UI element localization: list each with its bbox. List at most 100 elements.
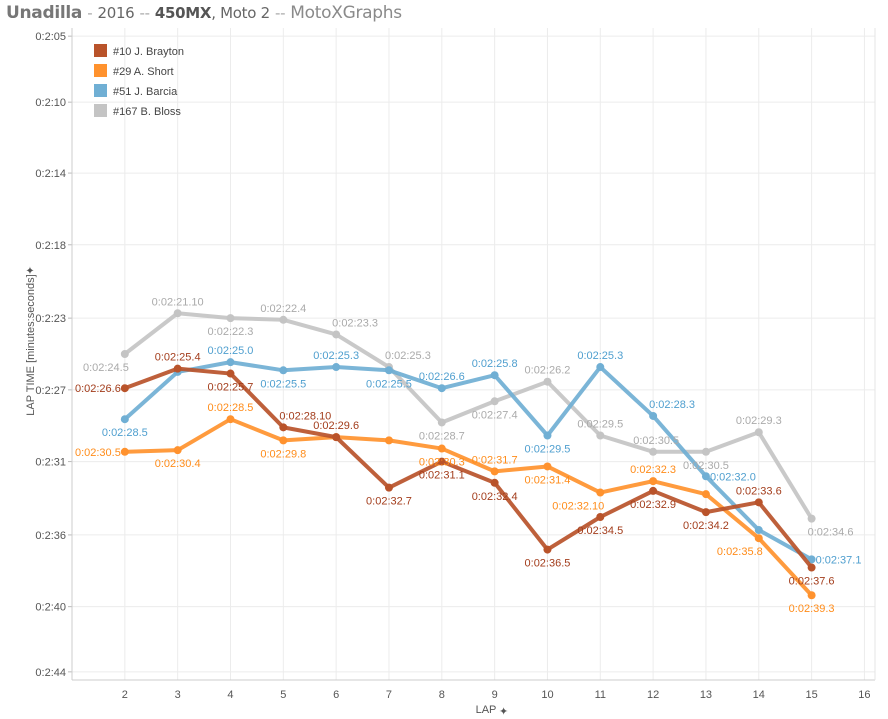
x-tick-label: 13	[700, 689, 712, 701]
data-label: 0:02:23.3	[332, 317, 378, 329]
data-point	[807, 563, 816, 572]
y-tick-label: 0:2:10	[35, 97, 66, 109]
data-label: 0:02:26.6	[75, 383, 121, 395]
data-point	[754, 428, 763, 437]
data-label: 0:02:25.5	[260, 378, 306, 390]
pin-icon: ✦	[25, 266, 37, 275]
data-label: 0:02:32.4	[472, 491, 518, 503]
data-label: 0:02:30.4	[155, 458, 201, 470]
data-label: 0:02:28.3	[649, 399, 695, 411]
x-tick-label: 14	[753, 689, 765, 701]
x-axis-label: LAP	[476, 704, 497, 716]
title-venue: Unadilla	[6, 3, 83, 23]
data-point	[226, 314, 235, 323]
data-point	[543, 462, 552, 471]
data-point	[807, 514, 816, 523]
data-point	[543, 377, 552, 386]
legend-swatch	[94, 84, 107, 97]
data-label: 0:02:27.4	[472, 409, 518, 421]
data-label: 0:02:32.0	[710, 471, 756, 483]
data-label: 0:02:36.5	[525, 558, 571, 570]
data-point	[754, 534, 763, 543]
data-point	[807, 591, 816, 600]
data-point	[332, 330, 341, 339]
data-label: 0:02:29.5	[577, 419, 623, 431]
data-label: 0:02:25.7	[208, 382, 254, 394]
data-label: 0:02:30.3	[419, 457, 465, 469]
data-label: 0:02:34.5	[577, 525, 623, 537]
x-tick-label: 6	[333, 689, 339, 701]
x-tick-label: 12	[647, 689, 659, 701]
data-point	[437, 457, 446, 466]
data-label: 0:02:39.3	[789, 603, 835, 615]
data-label: 0:02:37.1	[816, 554, 862, 566]
y-tick-label: 0:2:27	[35, 385, 66, 397]
data-point	[279, 315, 288, 324]
data-point	[490, 397, 499, 406]
data-label: 0:02:26.6	[419, 371, 465, 383]
data-point	[332, 433, 341, 442]
series--167-b-bloss	[120, 309, 816, 523]
data-label: 0:02:22.4	[260, 303, 306, 315]
data-label: 0:02:30.5	[633, 435, 679, 447]
data-point	[437, 384, 446, 393]
chart-title: Unadilla - 2016 -- 450MX, Moto 2 -- Moto…	[6, 3, 402, 23]
data-label: 0:02:25.0	[208, 345, 254, 357]
data-point	[807, 555, 816, 564]
data-label: 0:02:28.7	[419, 430, 465, 442]
legend-swatch	[94, 44, 107, 57]
title-sep: --	[274, 4, 286, 22]
data-label: 0:02:21.10	[152, 296, 204, 308]
x-tick-label: 10	[541, 689, 553, 701]
x-tick-label: 2	[122, 689, 128, 701]
data-point	[173, 446, 182, 455]
data-point	[332, 363, 341, 372]
data-point	[173, 309, 182, 318]
data-label: 0:02:30.5	[683, 460, 729, 472]
series-line	[123, 360, 813, 562]
data-point	[120, 447, 129, 456]
data-point	[649, 447, 658, 456]
title-brand: MotoXGraphs	[290, 3, 402, 23]
data-point	[279, 366, 288, 375]
data-point	[279, 436, 288, 445]
series-line	[123, 311, 814, 520]
data-point	[596, 513, 605, 521]
data-label: 0:02:29.8	[260, 448, 306, 460]
data-label: 0:02:35.8	[717, 546, 763, 558]
legend-entry: #10 J. Brayton	[113, 46, 184, 58]
data-point	[649, 477, 658, 486]
data-label: 0:02:30.5	[75, 447, 121, 459]
data-point	[649, 411, 658, 420]
y-tick-label: 0:2:18	[35, 240, 66, 252]
legend-entry: #167 B. Bloss	[113, 106, 181, 118]
x-tick-label: 11	[595, 689, 606, 701]
data-label: 0:02:28.5	[102, 427, 148, 439]
data-point	[173, 364, 182, 373]
data-label: 0:02:25.3	[313, 350, 359, 362]
x-tick-label: 4	[227, 689, 233, 701]
data-point	[543, 545, 552, 554]
data-point	[120, 350, 129, 358]
data-point	[437, 418, 446, 427]
x-tick-label: 15	[805, 689, 817, 701]
data-point	[596, 488, 605, 497]
y-tick-label: 0:2:36	[35, 530, 66, 542]
data-point	[490, 478, 499, 487]
series--29-a-short	[120, 415, 816, 600]
x-tick-label: 5	[280, 689, 286, 701]
title-moto: , Moto 2	[211, 4, 270, 22]
data-label: 0:02:34.6	[808, 527, 854, 539]
x-tick-label: 7	[386, 689, 392, 701]
data-point	[490, 467, 499, 476]
data-label: 0:02:24.5	[83, 362, 129, 374]
data-point	[543, 431, 552, 440]
data-point	[384, 483, 393, 492]
data-label: 0:02:37.6	[789, 576, 835, 588]
data-label: 0:02:25.3	[385, 350, 431, 362]
data-point	[701, 447, 710, 456]
x-tick-label: 9	[492, 689, 498, 701]
data-label: 0:02:29.6	[313, 420, 359, 432]
y-tick-label: 0:2:40	[35, 602, 66, 614]
data-label: 0:02:31.4	[525, 474, 571, 486]
